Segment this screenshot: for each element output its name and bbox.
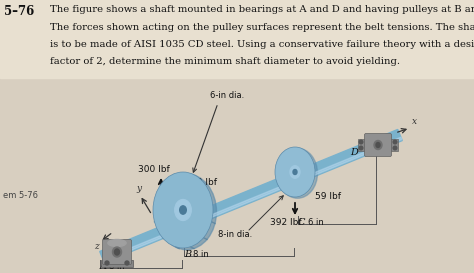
Text: A: A	[100, 262, 107, 271]
Text: 8 in: 8 in	[109, 262, 125, 271]
Text: 50 lbf: 50 lbf	[191, 178, 217, 187]
Ellipse shape	[175, 200, 191, 221]
Text: x: x	[412, 117, 417, 126]
Text: 6-in dia.: 6-in dia.	[210, 91, 244, 100]
Text: 8-in dia.: 8-in dia.	[218, 230, 252, 239]
FancyBboxPatch shape	[365, 133, 392, 156]
Bar	[0, 0, 474, 78]
Bar	[390, 139, 398, 151]
Circle shape	[393, 146, 397, 150]
Circle shape	[359, 140, 363, 144]
Text: The forces shown acting on the pulley surfaces represent the belt tensions. The : The forces shown acting on the pulley su…	[50, 22, 474, 31]
Ellipse shape	[376, 143, 380, 147]
Circle shape	[105, 261, 109, 265]
Ellipse shape	[277, 148, 318, 198]
Ellipse shape	[180, 206, 186, 214]
Text: 8 in: 8 in	[193, 250, 209, 259]
Text: factor of 2, determine the minimum shaft diameter to avoid yielding.: factor of 2, determine the minimum shaft…	[50, 58, 400, 67]
Text: C: C	[298, 218, 306, 227]
Text: 392 lbf: 392 lbf	[270, 218, 301, 227]
Circle shape	[125, 261, 129, 265]
Ellipse shape	[156, 174, 217, 250]
Text: The figure shows a shaft mounted in bearings at A and D and having pulleys at B : The figure shows a shaft mounted in bear…	[50, 5, 474, 14]
Bar	[358, 139, 366, 151]
Ellipse shape	[153, 172, 213, 248]
Ellipse shape	[112, 247, 121, 257]
Text: z: z	[94, 242, 99, 251]
Text: 300 lbf: 300 lbf	[138, 165, 170, 174]
Ellipse shape	[115, 249, 119, 255]
Bar	[101, 260, 133, 267]
Text: y: y	[136, 184, 141, 193]
Text: 59 lbf: 59 lbf	[315, 192, 341, 201]
Text: em 5-76: em 5-76	[3, 191, 38, 200]
Ellipse shape	[290, 166, 300, 178]
FancyBboxPatch shape	[102, 239, 131, 265]
Text: is to be made of AISI 1035 CD steel. Using a conservative failure theory with a : is to be made of AISI 1035 CD steel. Usi…	[50, 40, 474, 49]
Text: D: D	[350, 148, 358, 157]
Ellipse shape	[275, 147, 315, 197]
Ellipse shape	[108, 239, 126, 247]
Text: 6 in: 6 in	[308, 218, 324, 227]
Polygon shape	[103, 137, 402, 262]
Text: 5–76: 5–76	[4, 5, 34, 18]
Text: B: B	[184, 250, 191, 259]
Circle shape	[393, 140, 397, 144]
Ellipse shape	[293, 170, 297, 174]
Ellipse shape	[374, 141, 382, 150]
Polygon shape	[100, 129, 402, 263]
Circle shape	[359, 146, 363, 150]
